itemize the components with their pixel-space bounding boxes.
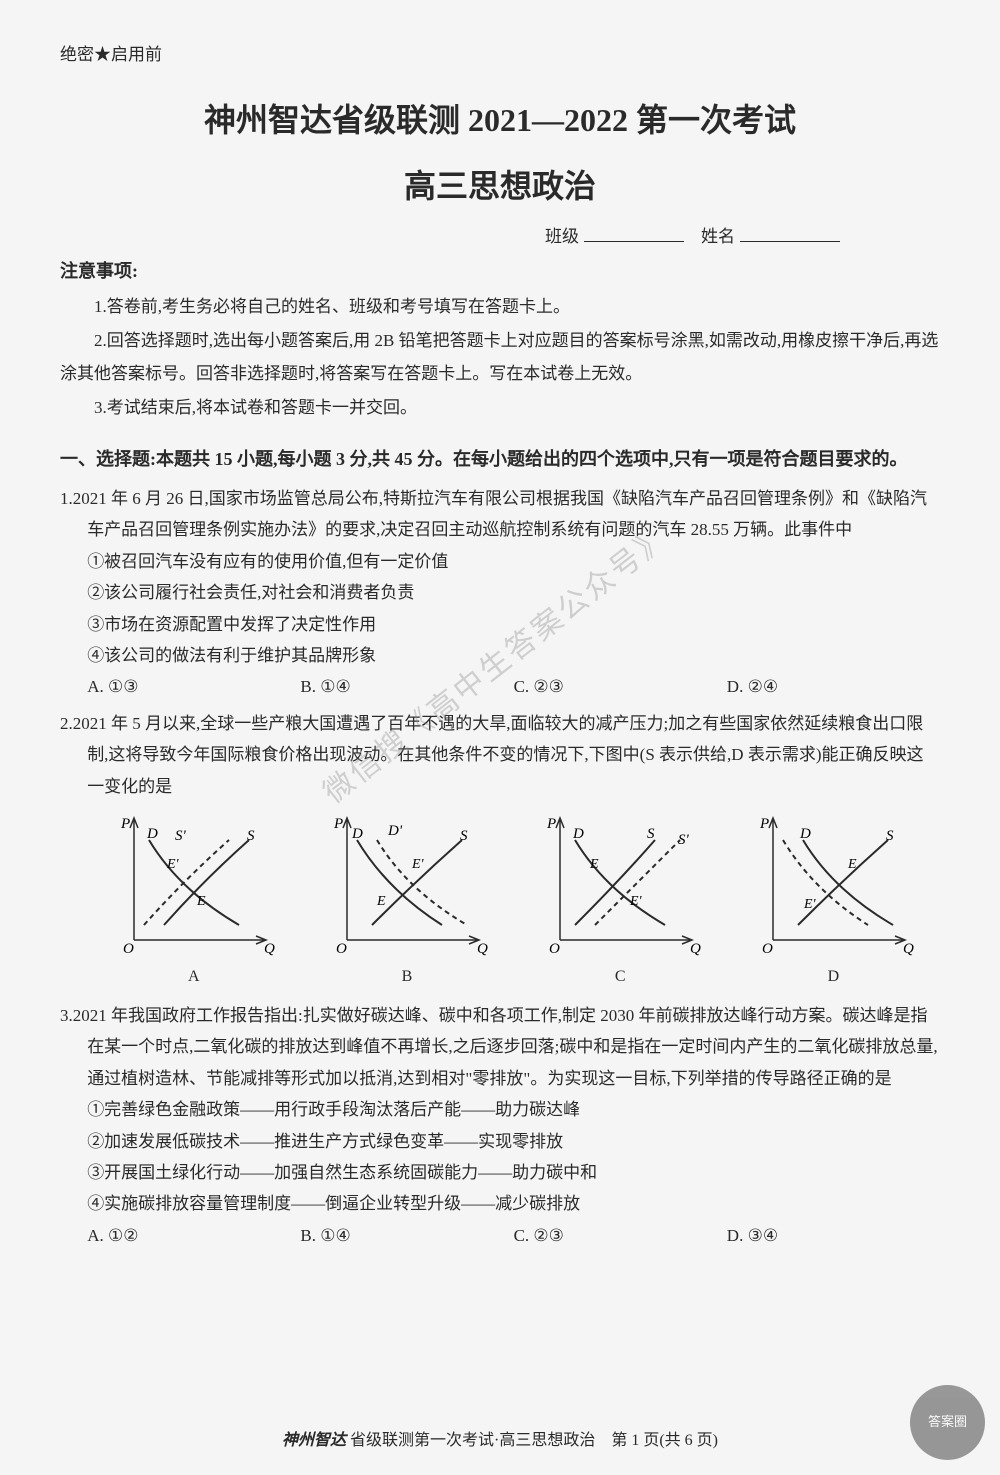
svg-text:Q: Q (264, 941, 275, 957)
q1-stem: 1.2021 年 6 月 26 日,国家市场监管总局公布,特斯拉汽车有限公司根据… (60, 483, 940, 546)
q3-item-2: ②加速发展低碳技术——推进生产方式绿色变革——实现零排放 (60, 1126, 940, 1157)
svg-text:E': E' (803, 897, 817, 912)
svg-text:D: D (799, 826, 811, 842)
corner-logo: 答案圈 (910, 1385, 985, 1460)
svg-text:P: P (759, 816, 769, 832)
chart-b-svg: P O Q D D' S E' E (322, 810, 492, 960)
notice-3: 3.考试结束后,将本试卷和答题卡一并交回。 (60, 392, 940, 424)
class-label: 班级 (545, 227, 579, 246)
svg-text:E': E' (411, 857, 425, 872)
svg-text:E': E' (629, 894, 643, 909)
svg-text:S: S (886, 828, 894, 844)
q3-opt-a: A. ①② (87, 1220, 300, 1251)
question-1: 1.2021 年 6 月 26 日,国家市场监管总局公布,特斯拉汽车有限公司根据… (60, 483, 940, 703)
class-blank (584, 241, 684, 242)
svg-text:E: E (376, 894, 386, 909)
q1-opt-d: D. ②④ (727, 671, 940, 702)
svg-text:Q: Q (903, 941, 914, 957)
svg-text:O: O (336, 941, 347, 957)
chart-b-label: B (322, 962, 492, 992)
q2-stem: 2.2021 年 5 月以来,全球一些产粮大国遭遇了百年不遇的大旱,面临较大的减… (60, 708, 940, 802)
chart-a-svg: P O Q D S S' E' E (109, 810, 279, 960)
q1-opt-b: B. ①④ (300, 671, 513, 702)
question-2: 2.2021 年 5 月以来,全球一些产粮大国遭遇了百年不遇的大旱,面临较大的减… (60, 708, 940, 992)
q3-item-3: ③开展国土绿化行动——加强自然生态系统固碳能力——助力碳中和 (60, 1157, 940, 1188)
q1-options: A. ①③ B. ①④ C. ②③ D. ②④ (60, 671, 940, 702)
svg-text:D: D (572, 826, 584, 842)
q1-opt-a: A. ①③ (87, 671, 300, 702)
svg-text:E: E (847, 857, 857, 872)
chart-c-svg: P O Q D S S' E E' (535, 810, 705, 960)
svg-text:E': E' (166, 857, 180, 872)
section-1-title: 一、选择题:本题共 15 小题,每小题 3 分,共 45 分。在每小题给出的四个… (60, 444, 940, 475)
page-footer: 神州智达 省级联测第一次考试·高三思想政治 第 1 页(共 6 页) (0, 1426, 1000, 1450)
notice-2: 2.回答选择题时,选出每小题答案后,用 2B 铅笔把答题卡上对应题目的答案标号涂… (60, 325, 940, 390)
q3-item-1: ①完善绿色金融政策——用行政手段淘汰落后产能——助力碳达峰 (60, 1094, 940, 1125)
svg-text:D: D (146, 826, 158, 842)
svg-text:S': S' (678, 832, 690, 848)
q3-item-4: ④实施碳排放容量管理制度——倒逼企业转型升级——减少碳排放 (60, 1188, 940, 1219)
q3-stem: 3.2021 年我国政府工作报告指出:扎实做好碳达峰、碳中和各项工作,制定 20… (60, 1000, 940, 1094)
svg-text:S': S' (175, 828, 187, 844)
chart-a-label: A (109, 962, 279, 992)
svg-text:O: O (549, 941, 560, 957)
q3-opt-c: C. ②③ (514, 1220, 727, 1251)
svg-text:E: E (589, 857, 599, 872)
chart-a: P O Q D S S' E' E A (109, 810, 279, 992)
question-3: 3.2021 年我国政府工作报告指出:扎实做好碳达峰、碳中和各项工作,制定 20… (60, 1000, 940, 1252)
svg-text:Q: Q (477, 941, 488, 957)
name-blank (740, 241, 840, 242)
confidential-mark: 绝密★启用前 (60, 40, 940, 65)
footer-text: 省级联测第一次考试·高三思想政治 第 1 页(共 6 页) (350, 1432, 718, 1449)
q3-opt-b: B. ①④ (300, 1220, 513, 1251)
q3-options: A. ①② B. ①④ C. ②③ D. ③④ (60, 1220, 940, 1251)
chart-c: P O Q D S S' E E' C (535, 810, 705, 992)
notice-1: 1.答卷前,考生务必将自己的姓名、班级和考号填写在答题卡上。 (60, 291, 940, 323)
svg-text:P: P (120, 816, 130, 832)
svg-text:P: P (546, 816, 556, 832)
name-label: 姓名 (701, 227, 735, 246)
svg-text:D: D (351, 826, 363, 842)
q1-item-2: ②该公司履行社会责任,对社会和消费者负责 (60, 577, 940, 608)
chart-d-label: D (748, 962, 918, 992)
chart-d-svg: P O Q D S E E' (748, 810, 918, 960)
svg-text:O: O (123, 941, 134, 957)
svg-text:P: P (333, 816, 343, 832)
student-info-line: 班级 姓名 (60, 222, 940, 247)
exam-title-sub: 高三思想政治 (60, 161, 940, 207)
q3-opt-d: D. ③④ (727, 1220, 940, 1251)
svg-text:O: O (762, 941, 773, 957)
svg-text:E: E (196, 894, 206, 909)
q1-item-3: ③市场在资源配置中发挥了决定性作用 (60, 609, 940, 640)
q1-opt-c: C. ②③ (514, 671, 727, 702)
svg-text:D': D' (387, 823, 403, 839)
q1-item-4: ④该公司的做法有利于维护其品牌形象 (60, 640, 940, 671)
q1-item-1: ①被召回汽车没有应有的使用价值,但有一定价值 (60, 546, 940, 577)
chart-c-label: C (535, 962, 705, 992)
svg-text:S: S (460, 828, 468, 844)
footer-brand: 神州智达 (282, 1432, 346, 1449)
svg-text:Q: Q (690, 941, 701, 957)
svg-text:S: S (247, 828, 255, 844)
exam-title-main: 神州智达省级联测 2021—2022 第一次考试 (60, 95, 940, 141)
svg-text:S: S (647, 826, 655, 842)
notice-title: 注意事项: (60, 257, 940, 283)
chart-b: P O Q D D' S E' E B (322, 810, 492, 992)
q2-charts: P O Q D S S' E' E A (60, 810, 940, 992)
chart-d: P O Q D S E E' D (748, 810, 918, 992)
